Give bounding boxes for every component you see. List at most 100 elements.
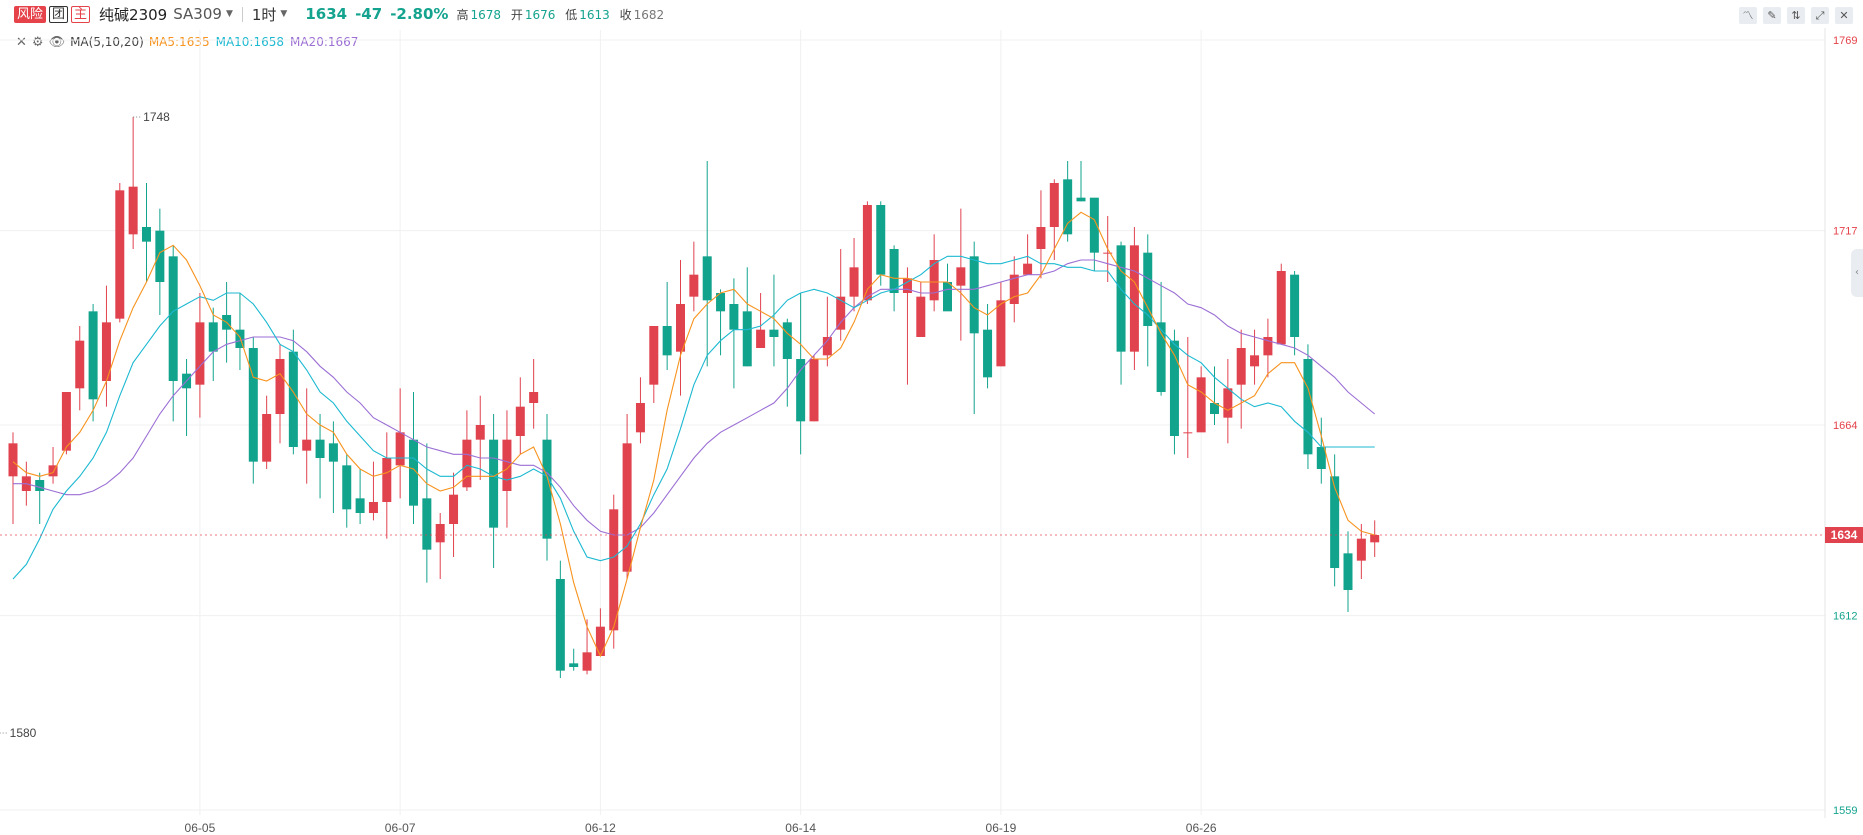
divider xyxy=(241,6,243,22)
candle-body xyxy=(1263,337,1273,356)
candle-body xyxy=(8,443,18,477)
candle-body xyxy=(1236,348,1246,385)
ma10-value: MA10:1658 xyxy=(215,35,285,49)
candle-body xyxy=(1169,340,1179,436)
candle-body xyxy=(1063,179,1073,235)
indicator-icon[interactable]: 〽 xyxy=(1739,7,1757,24)
candle-body xyxy=(382,458,392,502)
y-tick-label: 1769 xyxy=(1833,35,1857,47)
y-tick-label: 1717 xyxy=(1833,226,1857,238)
candle-body xyxy=(716,293,726,312)
symbol-code[interactable]: SA309 xyxy=(173,5,222,23)
candle-body xyxy=(609,509,619,631)
candle-body xyxy=(1009,274,1019,304)
candle-body xyxy=(1116,245,1126,352)
candle-body xyxy=(1089,197,1099,253)
candle-body xyxy=(729,304,739,330)
candle-body xyxy=(1343,553,1353,590)
symbol-info-bar: 风险 团 主 纯碱2309 SA309 ▼ 1时 ▼ 1634 -47 -2.8… xyxy=(14,4,664,24)
toolbar-actions: 〽 ✎ ⇅ ⤢ ✕ xyxy=(1739,7,1853,24)
candle-body xyxy=(809,359,819,422)
candle-body xyxy=(849,267,859,297)
x-tick-label: 06-07 xyxy=(385,821,416,835)
candle-body xyxy=(195,322,205,385)
candle-body xyxy=(275,359,285,414)
candle-body xyxy=(1023,263,1033,275)
candle-body xyxy=(1036,227,1046,249)
ma20-line xyxy=(13,259,1376,536)
indicator-legend: ✕ ⚙ 👁 MA(5,10,20) MA5:1635 MA10:1658 MA2… xyxy=(16,34,358,50)
candle-body xyxy=(142,227,151,242)
x-tick-label: 06-14 xyxy=(785,821,816,835)
x-tick-label: 06-19 xyxy=(986,821,1017,835)
candle-body xyxy=(1103,252,1113,254)
candle-body xyxy=(1250,355,1260,367)
chart-toolbar: 风险 团 主 纯碱2309 SA309 ▼ 1时 ▼ 1634 -47 -2.8… xyxy=(0,0,1863,27)
x-tick-label: 06-26 xyxy=(1186,821,1217,835)
y-tick-label: 1559 xyxy=(1833,805,1857,817)
candle-body xyxy=(542,439,552,539)
candle-body xyxy=(822,337,832,356)
symbol-dropdown-icon[interactable]: ▼ xyxy=(225,9,233,19)
candle-body xyxy=(902,278,912,293)
y-tick-label: 1612 xyxy=(1833,611,1857,623)
candle-body xyxy=(115,190,125,319)
candle-body xyxy=(88,311,98,400)
candle-body xyxy=(742,311,752,367)
candle-body xyxy=(48,465,58,477)
candle-body xyxy=(689,274,699,297)
candle-body xyxy=(1330,476,1340,568)
candle-body xyxy=(502,439,512,491)
candle-body xyxy=(1183,432,1193,434)
close-label: 收 xyxy=(619,7,632,22)
candle-body xyxy=(756,329,766,348)
side-panel-toggle[interactable]: ‹ xyxy=(1851,249,1863,297)
candle-body xyxy=(595,626,605,656)
candle-body xyxy=(555,579,565,671)
candle-body xyxy=(75,340,85,389)
candle-body xyxy=(1143,252,1153,326)
candle-body xyxy=(328,443,338,462)
candle-body xyxy=(155,230,165,282)
x-tick-label: 06-12 xyxy=(585,821,616,835)
candle-body xyxy=(208,322,218,352)
candle-body xyxy=(569,663,579,667)
candle-body xyxy=(1370,535,1380,543)
period-selector[interactable]: 1时 xyxy=(251,5,277,24)
draw-pen-icon[interactable]: ✎ xyxy=(1763,7,1781,24)
eye-icon[interactable]: 👁 xyxy=(48,34,66,50)
candle-body xyxy=(462,439,472,488)
open-label: 开 xyxy=(510,7,523,22)
main-contract-badge[interactable]: 主 xyxy=(71,5,91,23)
candle-body xyxy=(649,326,659,385)
candle-body xyxy=(515,406,525,436)
high-value: 1678 xyxy=(470,7,502,22)
candle-body xyxy=(889,249,899,293)
candle-body xyxy=(475,425,485,440)
high-label: 高 xyxy=(456,7,469,22)
candle-body xyxy=(662,326,672,356)
candle-body xyxy=(1076,197,1086,202)
fullscreen-icon[interactable]: ⤢ xyxy=(1811,7,1829,24)
y-tick-label: 1664 xyxy=(1833,420,1857,432)
candle-body xyxy=(61,392,71,451)
period-dropdown-icon[interactable]: ▼ xyxy=(280,9,288,19)
risk-badge[interactable]: 风险 xyxy=(14,5,47,23)
settings-icon[interactable]: ⚙ xyxy=(31,34,44,50)
symbol-name[interactable]: 纯碱2309 xyxy=(99,5,168,24)
close-indicator-icon[interactable]: ✕ xyxy=(16,34,27,50)
ma20-value: MA20:1667 xyxy=(290,35,359,49)
candle-body xyxy=(1049,183,1059,227)
candle-body xyxy=(422,498,432,550)
candle-body xyxy=(983,329,993,378)
candle-body xyxy=(302,439,312,451)
candle-type-icon[interactable]: ⇅ xyxy=(1787,7,1805,24)
candle-body xyxy=(836,296,846,330)
close-icon[interactable]: ✕ xyxy=(1835,7,1853,24)
candle-body xyxy=(1316,447,1326,469)
candle-body xyxy=(529,392,539,403)
candle-body xyxy=(1356,538,1366,561)
candle-body xyxy=(1156,322,1166,392)
group-badge[interactable]: 团 xyxy=(49,5,69,23)
